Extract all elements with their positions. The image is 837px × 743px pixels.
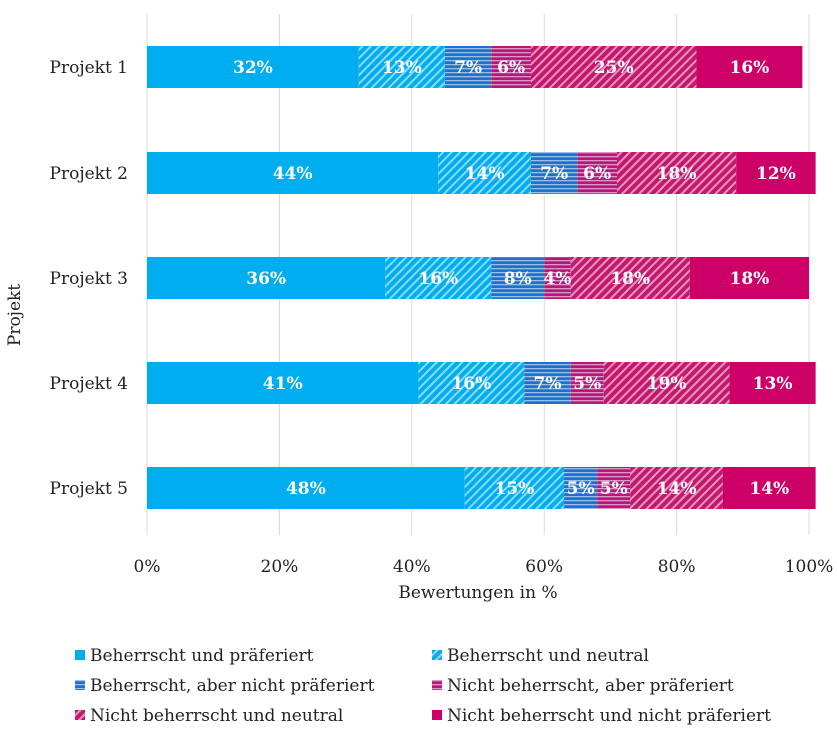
bar-segment bbox=[696, 46, 803, 88]
data-label: 5% bbox=[600, 479, 628, 499]
bar-segment bbox=[444, 46, 492, 88]
x-tick-label: 40% bbox=[393, 557, 431, 577]
data-label: 8% bbox=[504, 269, 532, 289]
legend-swatch bbox=[432, 710, 442, 720]
bar-segment bbox=[147, 152, 439, 194]
y-axis-title: Projekt bbox=[5, 284, 25, 346]
data-label: 18% bbox=[610, 269, 650, 289]
bar-labels: 32% 13% 7% 6% 25% 16% 44% 14% 7% 6% 18% 12% 36% 16% 8%… bbox=[233, 58, 796, 499]
data-label: 4% bbox=[543, 269, 571, 289]
bar-segment bbox=[147, 257, 386, 299]
data-label: 25% bbox=[594, 58, 634, 78]
data-label: 44% bbox=[273, 164, 313, 184]
bar-segment bbox=[729, 362, 816, 404]
data-label: 36% bbox=[246, 269, 286, 289]
legend-label: Nicht beherrscht, aber präferiert bbox=[447, 676, 734, 696]
legend-swatch bbox=[432, 650, 442, 660]
axes: Bewertungen in % Projekt 0% 20% 40% 60% 80% 1… bbox=[5, 58, 833, 603]
bars bbox=[147, 46, 816, 509]
bar-segment bbox=[577, 152, 618, 194]
bar-segment bbox=[147, 467, 465, 509]
legend-label: Beherrscht und neutral bbox=[447, 646, 649, 666]
category-label: Projekt 5 bbox=[50, 479, 128, 499]
bar-segment bbox=[736, 152, 816, 194]
data-label: 32% bbox=[233, 58, 273, 78]
x-tick-label: 80% bbox=[658, 557, 696, 577]
bar-segment bbox=[358, 46, 445, 88]
bar-segment bbox=[385, 257, 492, 299]
data-label: 14% bbox=[657, 479, 697, 499]
data-label: 13% bbox=[753, 374, 793, 394]
category-label: Projekt 2 bbox=[50, 164, 128, 184]
data-label: 19% bbox=[647, 374, 687, 394]
data-label: 18% bbox=[730, 269, 770, 289]
data-label: 7% bbox=[540, 164, 568, 184]
data-label: 16% bbox=[451, 374, 491, 394]
legend-swatch bbox=[432, 680, 442, 690]
data-label: 14% bbox=[465, 164, 505, 184]
category-label: Projekt 3 bbox=[50, 269, 128, 289]
bar-segment bbox=[722, 467, 816, 509]
legend-label: Nicht beherrscht und nicht präferiert bbox=[447, 706, 771, 726]
data-label: 6% bbox=[497, 58, 525, 78]
data-label: 41% bbox=[263, 374, 303, 394]
data-label: 6% bbox=[583, 164, 611, 184]
legend-swatch bbox=[75, 710, 85, 720]
legend-swatch bbox=[75, 680, 85, 690]
bar-segment bbox=[617, 152, 737, 194]
data-label: 15% bbox=[495, 479, 535, 499]
bar-segment bbox=[530, 152, 578, 194]
bar-segment bbox=[564, 467, 598, 509]
x-axis-title: Bewertungen in % bbox=[398, 583, 557, 603]
data-label: 18% bbox=[657, 164, 697, 184]
bar-segment bbox=[491, 46, 531, 88]
data-label: 16% bbox=[418, 269, 458, 289]
bar-segment bbox=[544, 257, 571, 299]
category-label: Projekt 4 bbox=[50, 374, 128, 394]
data-label: 12% bbox=[756, 164, 796, 184]
bar-segment bbox=[464, 467, 565, 509]
legend-label: Beherrscht, aber nicht präferiert bbox=[90, 676, 375, 696]
data-label: 48% bbox=[286, 479, 326, 499]
bar-segment bbox=[491, 257, 545, 299]
bar-segment bbox=[570, 362, 604, 404]
bar-segment bbox=[689, 257, 809, 299]
legend-label: Nicht beherrscht und neutral bbox=[90, 706, 343, 726]
x-tick-label: 20% bbox=[261, 557, 299, 577]
data-label: 16% bbox=[730, 58, 770, 78]
bar-segment bbox=[630, 467, 723, 509]
legend-swatch bbox=[75, 650, 85, 660]
bar-segment bbox=[570, 257, 690, 299]
data-label: 7% bbox=[454, 58, 482, 78]
x-tick-label: 100% bbox=[785, 557, 834, 577]
bar-segment bbox=[147, 46, 359, 88]
data-label: 7% bbox=[534, 374, 562, 394]
x-tick-label: 0% bbox=[134, 557, 161, 577]
bar-segment bbox=[524, 362, 571, 404]
data-label: 14% bbox=[749, 479, 789, 499]
bar-segment bbox=[597, 467, 631, 509]
bar-segment bbox=[603, 362, 730, 404]
bar-segment bbox=[147, 362, 419, 404]
bar-segment bbox=[418, 362, 525, 404]
data-label: 5% bbox=[567, 479, 595, 499]
x-tick-label: 60% bbox=[525, 557, 563, 577]
bar-segment bbox=[438, 152, 531, 194]
category-label: Projekt 1 bbox=[50, 58, 128, 78]
legend-label: Beherrscht und präferiert bbox=[90, 646, 314, 666]
data-label: 13% bbox=[382, 58, 422, 78]
data-label: 5% bbox=[573, 374, 601, 394]
bar-segment bbox=[530, 46, 697, 88]
legend: Beherrscht und präferiert Beherrscht und … bbox=[75, 646, 771, 726]
